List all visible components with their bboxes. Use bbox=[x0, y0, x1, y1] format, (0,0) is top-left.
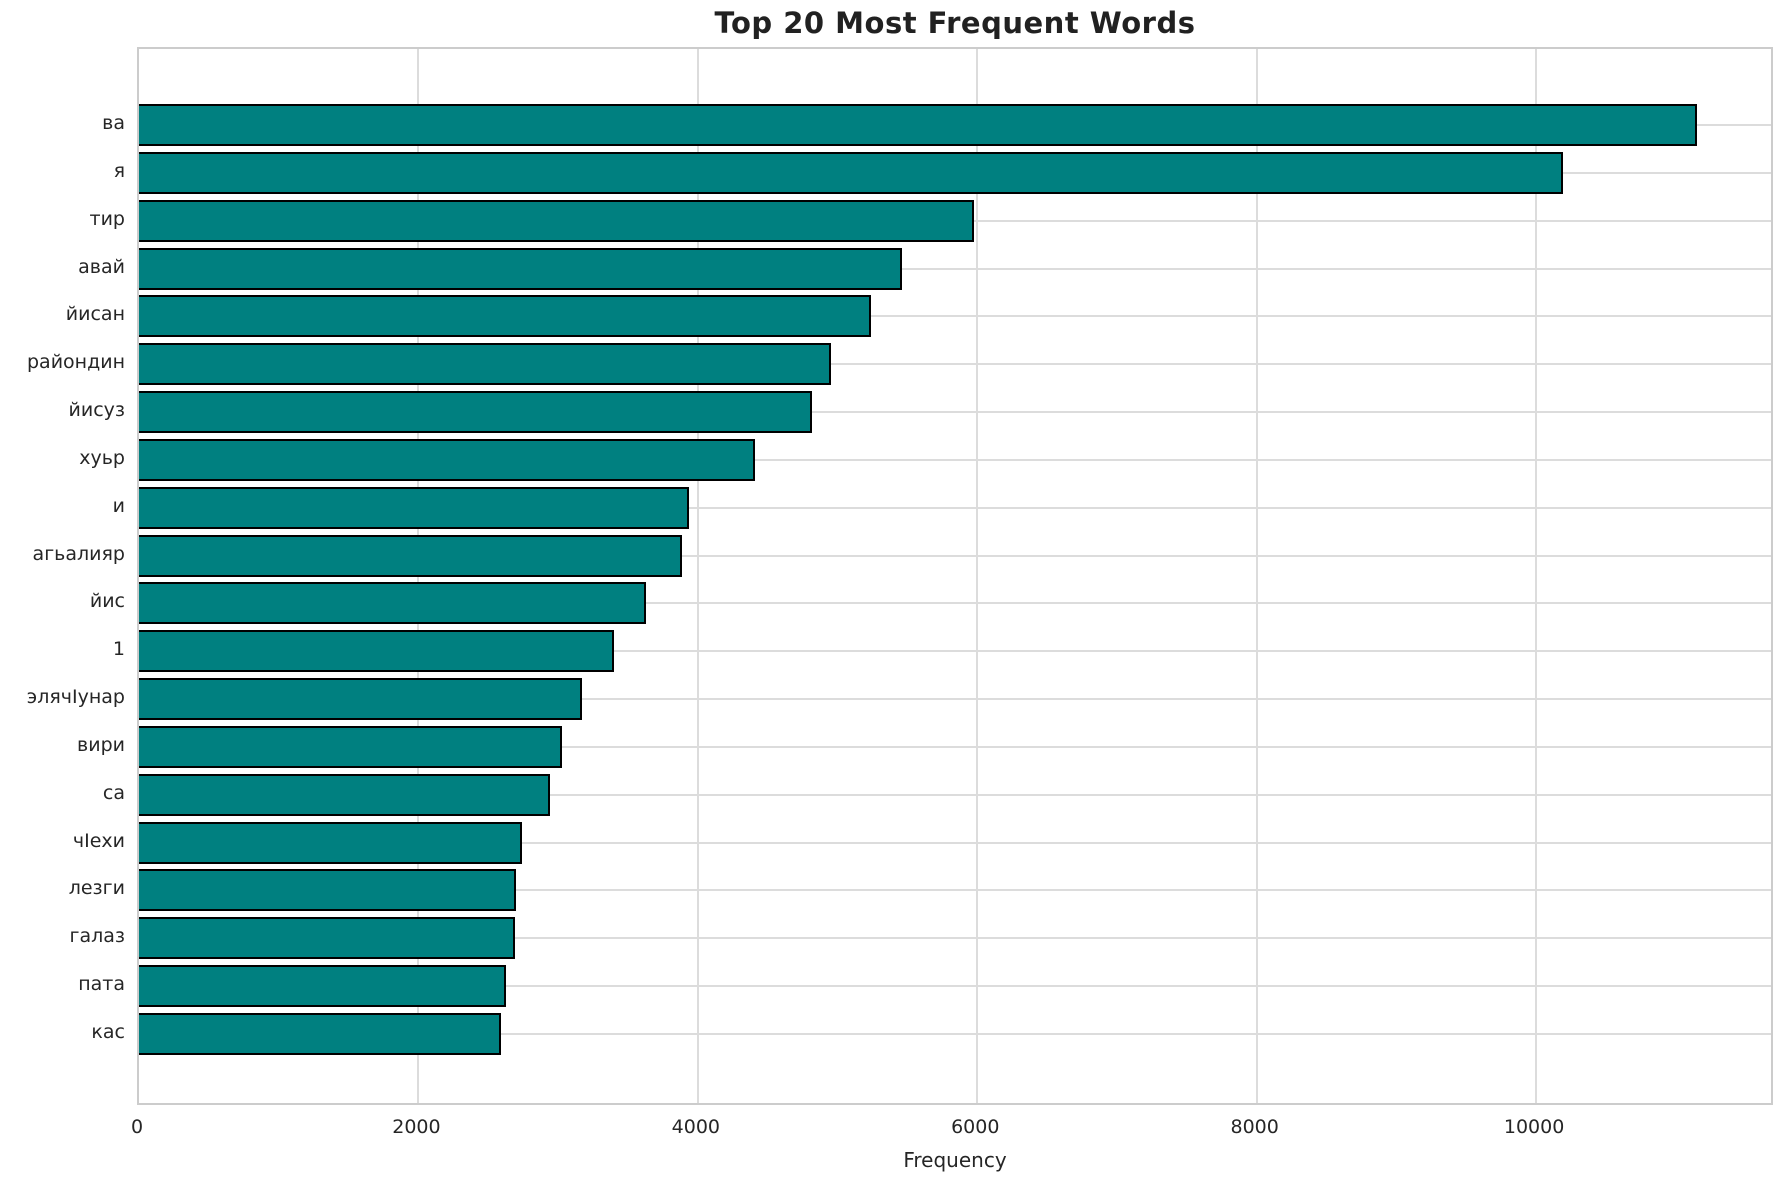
bar-райондин bbox=[139, 343, 831, 386]
bar-элячӀунар bbox=[139, 678, 582, 721]
y-tick-label: элячӀунар bbox=[26, 686, 125, 709]
bar-са bbox=[139, 773, 550, 816]
y-gridline bbox=[139, 650, 1771, 653]
x-gridline bbox=[1255, 49, 1258, 1103]
y-tick-label: райондин bbox=[26, 351, 125, 374]
bar-лезги bbox=[139, 869, 517, 912]
bar-галаз bbox=[139, 917, 515, 960]
bar-вири bbox=[139, 725, 563, 768]
y-tick-label: агьалияр bbox=[32, 542, 125, 565]
bar-агьалияр bbox=[139, 534, 683, 577]
y-gridline bbox=[139, 411, 1771, 414]
x-tick-label: 6000 bbox=[951, 1116, 1000, 1138]
bar-хуьр bbox=[139, 438, 756, 481]
y-tick-label: вири bbox=[77, 733, 125, 756]
chart-title: Top 20 Most Frequent Words bbox=[714, 6, 1196, 40]
y-gridline bbox=[139, 985, 1771, 988]
x-tick-label: 8000 bbox=[1230, 1116, 1279, 1138]
y-gridline bbox=[139, 889, 1771, 892]
y-tick-label: авай bbox=[78, 255, 125, 278]
y-gridline bbox=[139, 554, 1771, 557]
x-tick-label: 2000 bbox=[392, 1116, 441, 1138]
bar-кас bbox=[139, 1012, 501, 1055]
y-tick-label: са bbox=[102, 781, 125, 804]
y-gridline bbox=[139, 267, 1771, 270]
x-axis-label: Frequency bbox=[903, 1148, 1007, 1172]
y-tick-label: йисан bbox=[65, 303, 125, 326]
bar-ва bbox=[139, 104, 1697, 146]
y-tick-label: кас bbox=[91, 1020, 125, 1043]
bar-йисан bbox=[139, 295, 872, 338]
x-tick-label: 10000 bbox=[1503, 1116, 1565, 1138]
y-tick-label: лезги bbox=[68, 877, 125, 900]
y-tick-label: и bbox=[112, 494, 125, 517]
bar-пата bbox=[139, 965, 507, 1008]
y-gridline bbox=[139, 1032, 1771, 1035]
y-gridline bbox=[139, 841, 1771, 844]
bar-1 bbox=[139, 630, 614, 673]
y-gridline bbox=[139, 745, 1771, 748]
y-tick-label: галаз bbox=[69, 925, 125, 948]
bar-я bbox=[139, 151, 1563, 194]
y-tick-label: чӀехи bbox=[72, 829, 125, 852]
bar-чӀехи bbox=[139, 821, 522, 864]
y-gridline bbox=[139, 458, 1771, 461]
y-tick-label: ва bbox=[102, 112, 125, 134]
y-gridline bbox=[139, 602, 1771, 605]
y-gridline bbox=[139, 315, 1771, 318]
y-tick-label: хуьр bbox=[79, 446, 125, 469]
y-gridline bbox=[139, 937, 1771, 940]
y-gridline bbox=[139, 698, 1771, 701]
y-tick-label: 1 bbox=[112, 638, 125, 661]
x-gridline bbox=[1535, 49, 1538, 1103]
x-gridline bbox=[696, 49, 699, 1103]
plot-area bbox=[137, 47, 1773, 1105]
y-gridline bbox=[139, 793, 1771, 796]
bar-авай bbox=[139, 247, 902, 290]
x-tick-label: 0 bbox=[130, 1116, 144, 1138]
y-tick-label: йис bbox=[89, 590, 125, 613]
bar-и bbox=[139, 486, 690, 529]
y-gridline bbox=[139, 363, 1771, 366]
bar-йисуз bbox=[139, 391, 813, 434]
bar-йис bbox=[139, 582, 647, 625]
bar-тир bbox=[139, 199, 975, 242]
y-tick-label: пата bbox=[78, 973, 125, 996]
y-gridline bbox=[139, 506, 1771, 509]
y-tick-label: йисуз bbox=[68, 399, 126, 422]
x-tick-label: 4000 bbox=[671, 1116, 721, 1138]
y-tick-label: тир bbox=[89, 207, 125, 230]
x-gridline bbox=[976, 49, 979, 1103]
y-tick-label: я bbox=[113, 159, 125, 182]
